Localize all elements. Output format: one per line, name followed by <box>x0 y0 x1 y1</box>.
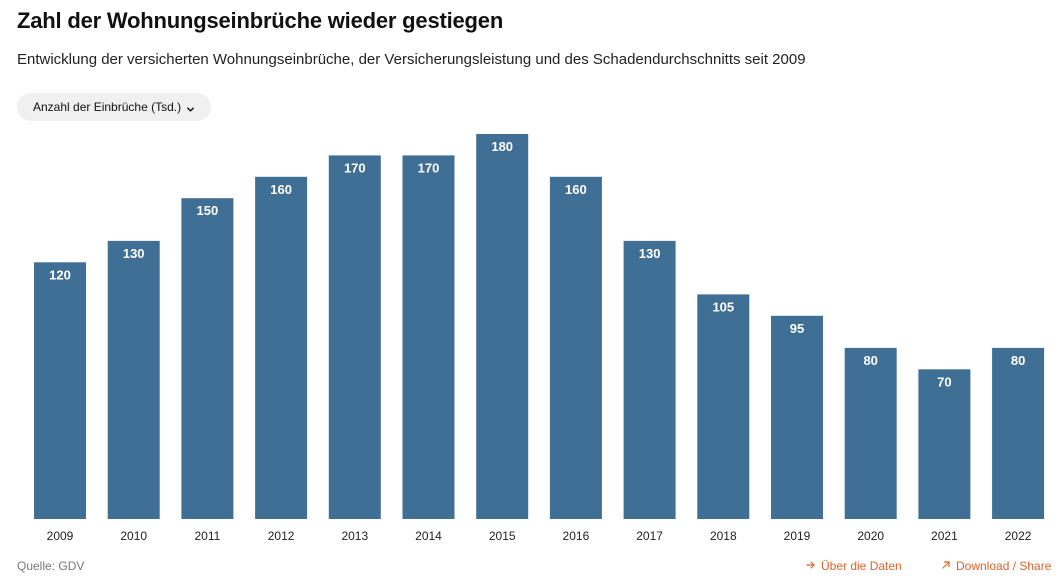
bar-2021[interactable] <box>918 369 971 519</box>
bar-value-label: 170 <box>418 160 440 175</box>
bar-2020[interactable] <box>844 347 897 519</box>
about-data-link[interactable]: Über die Daten <box>806 559 902 573</box>
bar-2013[interactable] <box>328 155 381 519</box>
bar-2009[interactable] <box>34 262 86 519</box>
bar-value-label: 95 <box>790 321 804 336</box>
arrow-right-icon <box>806 559 816 573</box>
source-note: Quelle: GDV <box>17 559 85 573</box>
bar-2017[interactable] <box>623 240 676 519</box>
bar-value-label: 80 <box>1011 353 1025 368</box>
x-tick-label: 2020 <box>857 529 884 543</box>
bar-2014[interactable] <box>402 155 455 519</box>
chart-subtitle: Entwicklung der versicherten Wohnungsein… <box>17 51 806 68</box>
bar-value-label: 105 <box>712 299 734 314</box>
x-tick-label: 2009 <box>47 529 74 543</box>
metric-dropdown-label: Anzahl der Einbrüche (Tsd.) <box>33 100 182 114</box>
about-data-label: Über die Daten <box>821 559 902 573</box>
bar-value-label: 180 <box>491 139 513 154</box>
metric-dropdown[interactable]: Anzahl der Einbrüche (Tsd.) <box>17 93 212 121</box>
bar-value-label: 130 <box>639 246 661 261</box>
bar-value-label: 120 <box>49 267 71 282</box>
x-tick-label: 2017 <box>636 529 663 543</box>
bar-2016[interactable] <box>549 176 602 520</box>
bar-2022[interactable] <box>992 347 1045 519</box>
x-tick-label: 2021 <box>931 529 958 543</box>
bar-value-label: 170 <box>344 160 366 175</box>
bar-value-label: 80 <box>863 353 877 368</box>
x-tick-label: 2014 <box>415 529 442 543</box>
bar-2019[interactable] <box>771 315 823 519</box>
bar-value-label: 160 <box>565 182 587 197</box>
x-tick-label: 2022 <box>1005 529 1032 543</box>
bar-value-label: 130 <box>123 246 145 261</box>
chart-title: Zahl der Wohnungseinbrüche wieder gestie… <box>17 8 504 33</box>
download-share-link[interactable]: Download / Share <box>941 559 1051 573</box>
arrow-up-right-icon <box>941 559 951 573</box>
bar-value-label: 160 <box>270 182 292 197</box>
bar-value-label: 150 <box>197 203 219 218</box>
x-tick-label: 2011 <box>194 529 220 543</box>
bar-2012[interactable] <box>255 176 308 520</box>
x-tick-label: 2012 <box>268 529 295 543</box>
bar-2015[interactable] <box>476 134 529 519</box>
x-tick-label: 2015 <box>489 529 516 543</box>
x-tick-label: 2016 <box>563 529 590 543</box>
download-share-label: Download / Share <box>956 559 1052 573</box>
x-tick-label: 2018 <box>710 529 737 543</box>
bar-2018[interactable] <box>697 294 750 519</box>
bar-2011[interactable] <box>181 198 234 519</box>
x-tick-label: 2019 <box>784 529 811 543</box>
bar-2010[interactable] <box>107 240 160 519</box>
chevron-down-icon <box>186 103 195 112</box>
x-tick-label: 2013 <box>341 529 368 543</box>
bar-value-label: 70 <box>937 374 951 389</box>
x-tick-label: 2010 <box>120 529 147 543</box>
